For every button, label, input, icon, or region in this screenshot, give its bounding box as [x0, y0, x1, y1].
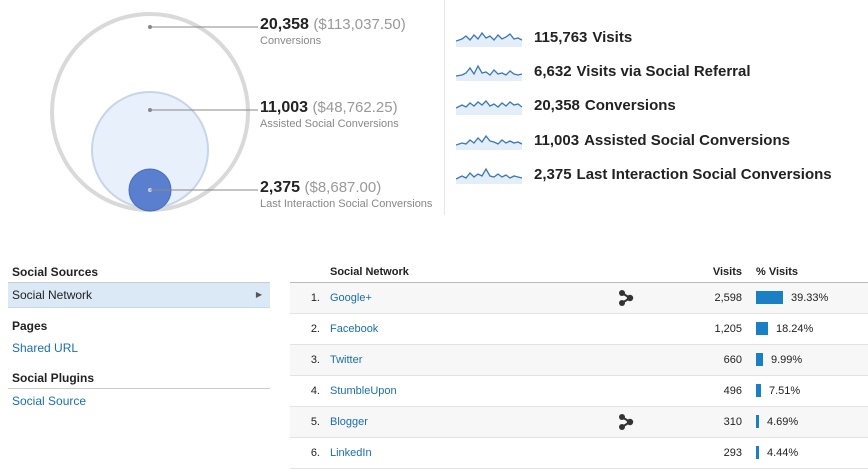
stat-money: ($48,762.25) [312, 99, 398, 116]
network-link[interactable]: Twitter [330, 354, 363, 366]
sparkline-icon [456, 134, 523, 150]
summary-value: 20,358 [534, 96, 580, 114]
visits-percent: 9.99% [771, 354, 803, 366]
column-header-social-network[interactable]: Social Network [330, 266, 409, 278]
nav-item-social-source[interactable]: Social Source [8, 389, 270, 413]
visits-value: 310 [723, 416, 742, 428]
sparkline-icon [456, 64, 523, 81]
visits-percent: 7.51% [769, 385, 801, 397]
table-body: 1. Google+ 2,598 39.33% 2. Facebook 1,205 18.24… [290, 283, 868, 469]
summary-value: 11,003 [534, 131, 580, 149]
nav-heading-pages: Pages [12, 319, 48, 333]
social-value-overview: 20,358 ($113,037.50) Conversions 11,003 … [0, 0, 868, 230]
table-row: 1. Google+ 2,598 39.33% [290, 283, 868, 314]
stat-value: 20,358 [260, 16, 309, 33]
nav-item-label: Shared URL [12, 341, 79, 355]
visits-share-bar [756, 446, 759, 459]
summary-metric-row: 20,358 Conversions [456, 90, 676, 120]
row-index: 3. [310, 354, 320, 366]
stat-money: ($113,037.50) [313, 16, 406, 33]
conversions-circle-diagram [50, 12, 258, 212]
summary-label: Conversions [584, 96, 676, 114]
stat-value: 11,003 [260, 99, 309, 116]
activity-stream-icon[interactable] [618, 290, 634, 309]
stat-label: Conversions [260, 35, 322, 47]
social-sources-nav: Social Sources Social Network ▶ Pages Sh… [8, 262, 270, 413]
activity-stream-icon[interactable] [618, 414, 634, 433]
summary-label: Visits [592, 28, 633, 46]
table-header: Social Network Visits % Visits [290, 262, 868, 283]
nav-item-label: Social Network [12, 288, 93, 302]
visits-share-bar [756, 353, 763, 366]
visits-value: 660 [723, 354, 742, 366]
nav-item-label: Social Source [12, 394, 87, 408]
visits-percent: 18.24% [776, 323, 814, 335]
stat-label: Assisted Social Conversions [260, 118, 399, 130]
nav-item-shared-url[interactable]: Shared URL [8, 336, 270, 360]
visits-value: 496 [723, 385, 742, 397]
visits-share-bar [756, 291, 783, 304]
nav-item-social-network[interactable]: Social Network ▶ [8, 283, 270, 308]
column-header-pct-visits[interactable]: % Visits [756, 266, 798, 278]
last-interaction-stat: 2,375 ($8,687.00) Last Interaction Socia… [260, 179, 432, 210]
social-network-table: Social Network Visits % Visits 1. Google+… [290, 262, 868, 469]
summary-metric-row: 11,003 Assisted Social Conversions [456, 125, 790, 155]
sparkline-icon [456, 100, 523, 115]
conversions-stat: 20,358 ($113,037.50) Conversions [260, 16, 406, 47]
chevron-right-icon: ▶ [255, 290, 262, 299]
summary-label: Visits via Social Referral [576, 62, 751, 80]
assisted-conversions-stat: 11,003 ($48,762.25) Assisted Social Conv… [260, 99, 399, 130]
sparkline-icon [456, 167, 523, 184]
stat-label: Last Interaction Social Conversions [260, 198, 433, 210]
network-link[interactable]: Facebook [330, 323, 379, 335]
network-link[interactable]: StumbleUpon [330, 385, 397, 397]
row-index: 4. [310, 385, 320, 397]
visits-percent: 39.33% [791, 292, 829, 304]
visits-value: 293 [723, 447, 742, 459]
column-header-visits[interactable]: Visits [712, 266, 742, 278]
row-index: 2. [310, 323, 320, 335]
vertical-divider [444, 0, 445, 215]
stat-money: ($8,687.00) [304, 179, 382, 196]
nav-heading-social-plugins: Social Plugins [8, 368, 270, 389]
summary-metric-row: 2,375 Last Interaction Social Conversions [456, 159, 832, 189]
row-index: 1. [310, 292, 320, 304]
visits-percent: 4.69% [767, 416, 799, 428]
visits-percent: 4.44% [767, 447, 799, 459]
summary-metric-row: 115,763 Visits [456, 22, 632, 52]
visits-value: 1,205 [714, 323, 742, 335]
stat-value: 2,375 [260, 179, 301, 196]
visits-value: 2,598 [714, 292, 742, 304]
summary-metric-row: 6,632 Visits via Social Referral [456, 56, 751, 86]
row-index: 6. [310, 447, 320, 459]
table-row: 3. Twitter 660 9.99% [290, 345, 868, 376]
table-row: 5. Blogger 310 4.69% [290, 407, 868, 438]
network-link[interactable]: LinkedIn [330, 447, 372, 459]
visits-share-bar [756, 415, 759, 428]
network-link[interactable]: Blogger [330, 416, 368, 428]
summary-label: Last Interaction Social Conversions [576, 165, 832, 183]
sparkline-icon [456, 31, 523, 47]
table-row: 6. LinkedIn 293 4.44% [290, 438, 868, 469]
summary-value: 6,632 [534, 62, 572, 80]
summary-value: 2,375 [534, 165, 572, 183]
table-row: 2. Facebook 1,205 18.24% [290, 314, 868, 345]
nav-heading-social-sources: Social Sources [8, 262, 270, 283]
visits-share-bar [756, 384, 761, 397]
table-row: 4. StumbleUpon 496 7.51% [290, 376, 868, 407]
network-link[interactable]: Google+ [330, 292, 372, 304]
summary-label: Assisted Social Conversions [584, 131, 790, 149]
visits-share-bar [756, 322, 768, 335]
row-index: 5. [310, 416, 320, 428]
summary-value: 115,763 [534, 28, 588, 46]
